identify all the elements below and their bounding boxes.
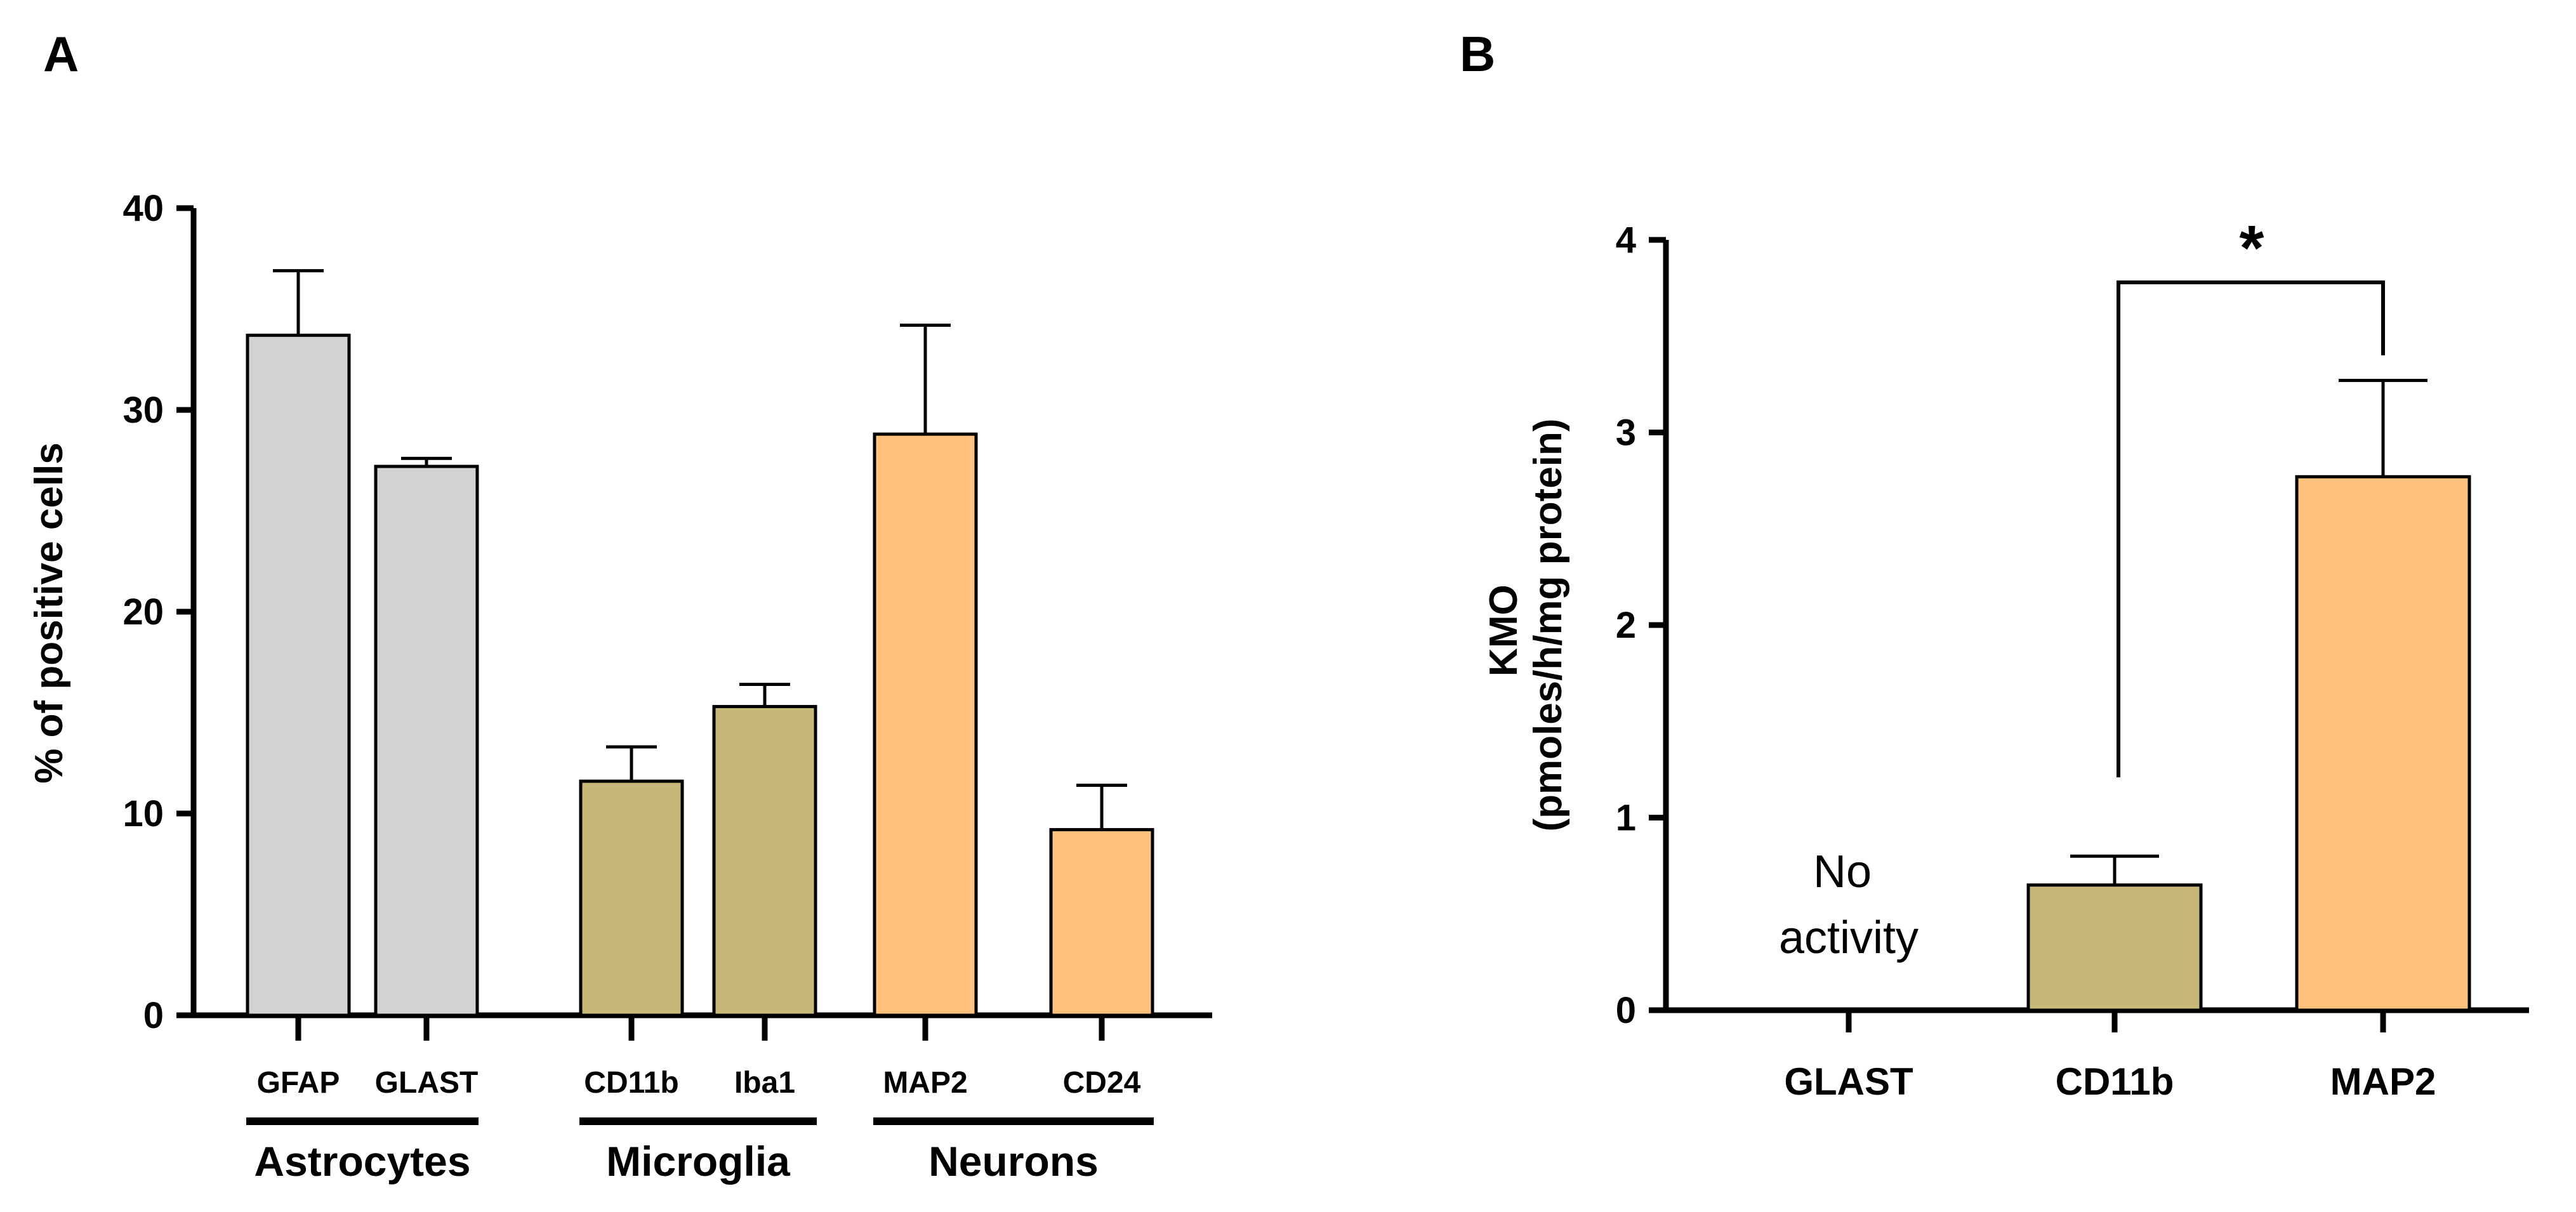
panel-a-bar-map2 (873, 432, 978, 1017)
panel-b-y-axis-label: KMO (1482, 584, 1526, 676)
panel-b-bar-map2 (2295, 475, 2471, 1012)
panel-a-y-axis-label: % of positive cells (27, 442, 71, 784)
panel-b-x-label-map2: MAP2 (2330, 1060, 2436, 1103)
panel-b-bar-cd11b (2026, 883, 2203, 1012)
panel-letter-b: B (1460, 26, 1495, 82)
panel-a-y-tick-label: 40 (122, 188, 164, 229)
panel-b-chart: KMO (pmoles/h/mg protein) 0 1 2 3 4 GLAST CD1… (1482, 213, 2529, 1103)
panel-a-x-label-iba1: Iba1 (734, 1066, 795, 1100)
panel-letter-a: A (43, 26, 79, 82)
panel-a-bar-iba1 (712, 704, 817, 1017)
svg-text:KMO (pmoles/h/mg protein: KMO (pmoles/h/mg protein) (1482, 419, 1570, 832)
panel-a-y-tick-label: 10 (122, 793, 164, 834)
panel-a-bar-cd24 (1049, 827, 1154, 1017)
panel-b-y-axis-units: (pmoles/h/mg protein) (1526, 419, 1570, 832)
panel-b-x-label-cd11b: CD11b (2056, 1060, 2174, 1103)
panel-a-x-label-gfap: GFAP (257, 1066, 340, 1100)
no-activity-line-1: No (1813, 846, 1872, 897)
panel-b-y-tick-label: 4 (1616, 220, 1636, 261)
panel-a-bar-glast (374, 464, 479, 1017)
panel-a-x-label-glast: GLAST (375, 1066, 479, 1100)
panel-b-y-tick-label: 3 (1616, 412, 1636, 454)
panel-a-bar-cd11b (579, 779, 684, 1017)
no-activity-line-2: activity (1779, 912, 1919, 963)
panel-a-y-tick-label: 0 (143, 995, 164, 1036)
panel-a-y-tick-label: 20 (122, 591, 164, 633)
panel-a-x-label-cd24: CD24 (1063, 1066, 1141, 1100)
panel-a-group-label-microglia: Microglia (606, 1138, 791, 1185)
panel-a-y-tick-label: 30 (122, 390, 164, 431)
significance-star: * (2240, 213, 2264, 284)
panel-a-group-label-neurons: Neurons (928, 1138, 1099, 1185)
panel-b-y-tick-label: 0 (1616, 990, 1636, 1031)
panel-a-x-label-map2: MAP2 (883, 1066, 967, 1100)
panel-a-bar-gfap (246, 333, 351, 1017)
panel-b-y-tick-label: 1 (1616, 798, 1636, 839)
panel-b-y-tick-label: 2 (1616, 605, 1636, 646)
panel-a-chart: % of positive cells 0 10 20 30 40 GFAP GLAST C… (27, 188, 1212, 1185)
panel-a-group-label-astrocytes: Astrocytes (254, 1138, 470, 1185)
panel-b-x-label-glast: GLAST (1784, 1060, 1913, 1103)
no-activity-note: No activity (1779, 846, 1919, 963)
significance-bracket (2117, 280, 2385, 777)
panel-a-x-label-cd11b: CD11b (584, 1066, 678, 1100)
